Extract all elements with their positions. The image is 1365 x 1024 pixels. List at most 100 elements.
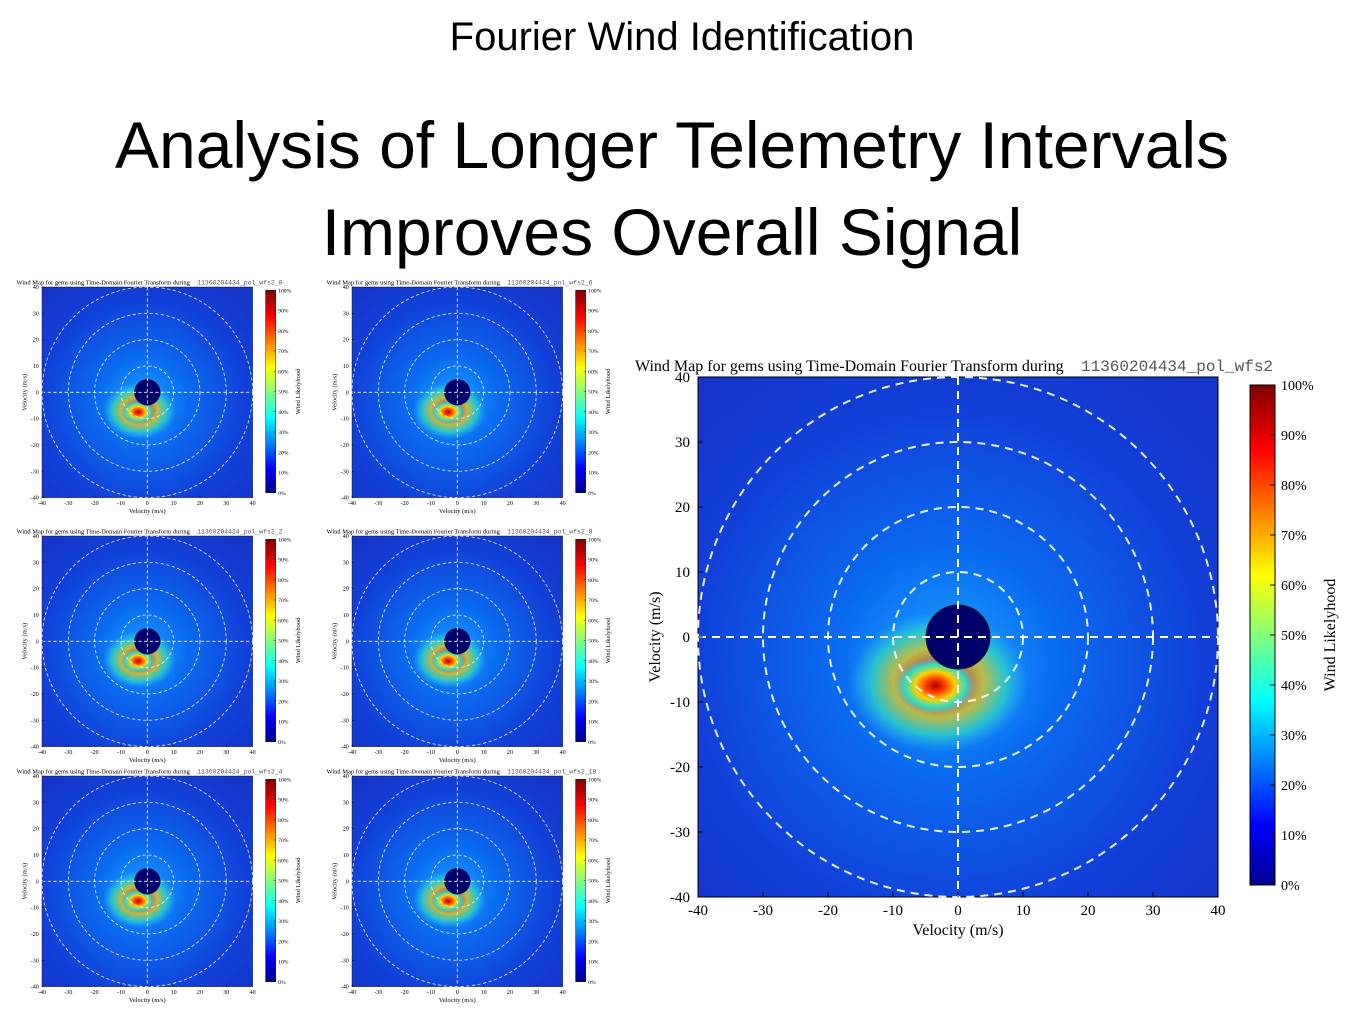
y-tick-label: -20	[341, 692, 349, 698]
y-axis-label: Velocity (m/s)	[332, 374, 339, 411]
wind-map: Wind Map for gems using Time-Domain Four…	[16, 769, 302, 1004]
colorbar-tick-label: 50%	[588, 879, 599, 885]
colorbar-tick-label: 20%	[1281, 779, 1307, 794]
y-tick-label: -30	[341, 469, 349, 475]
title: Analysis of Longer Telemetry Intervals	[115, 108, 1229, 182]
x-tick-label: -20	[91, 750, 99, 756]
x-tick-label: 40	[250, 990, 256, 996]
colorbar-tick-label: 80%	[1281, 479, 1307, 494]
y-tick-label: 20	[33, 338, 39, 344]
colorbar-tick-label: 60%	[278, 618, 289, 624]
colorbar-tick-label: 90%	[588, 309, 599, 315]
x-tick-label: 40	[560, 501, 566, 507]
colorbar-tick-label: 60%	[588, 618, 599, 624]
y-tick-label: 40	[33, 534, 39, 540]
colorbar-tick-label: 0%	[278, 491, 286, 497]
y-tick-label: 0	[683, 630, 691, 646]
y-tick-label: 30	[343, 311, 349, 317]
colorbar-label: Wind Likelyhood	[295, 368, 302, 414]
plot-title: Wind Map for gems using Time-Domain Four…	[16, 529, 190, 536]
hotspot	[121, 649, 155, 673]
colorbar-tick-label: 70%	[278, 349, 289, 355]
run-id: 11360204434_pol_wfs2_2	[197, 529, 283, 536]
x-tick-label: 0	[456, 990, 459, 996]
x-tick-label: -10	[117, 750, 125, 756]
colorbar-tick-label: 60%	[1281, 579, 1307, 594]
x-axis-label: Velocity (m/s)	[129, 508, 166, 515]
y-tick-label: 30	[33, 800, 39, 806]
y-tick-label: -40	[31, 496, 39, 502]
colorbar-tick-label: 100%	[278, 537, 291, 543]
x-tick-label: 30	[533, 990, 539, 996]
colorbar-tick-label: 60%	[278, 369, 289, 375]
wind-map: Wind Map for gems using Time-Domain Four…	[326, 529, 611, 764]
x-tick-label: 30	[223, 990, 229, 996]
colorbar-tick-label: 10%	[588, 720, 599, 726]
colorbar-tick-label: 30%	[278, 919, 289, 925]
colorbar-tick-label: 80%	[278, 329, 289, 335]
x-axis-label: Velocity (m/s)	[912, 922, 1003, 939]
x-tick-label: -40	[38, 501, 46, 507]
y-tick-label: 10	[33, 853, 39, 859]
run-id: 11360204434_pol_wfs2	[1081, 358, 1273, 376]
colorbar-tick-label: 90%	[278, 309, 289, 315]
colorbar-label: Wind Likelyhood	[295, 617, 302, 663]
run-id: 11360204434_pol_wfs2_4	[197, 769, 283, 776]
plot-title: Wind Map for gems using Time-Domain Four…	[16, 769, 190, 776]
x-tick-label: 0	[456, 750, 459, 756]
y-tick-label: -40	[341, 985, 349, 991]
y-tick-label: 0	[346, 390, 349, 396]
y-tick-label: 20	[675, 500, 690, 516]
x-tick-label: -20	[91, 501, 99, 507]
y-tick-label: -30	[31, 958, 39, 964]
y-tick-label: -30	[31, 718, 39, 724]
y-tick-label: -40	[341, 496, 349, 502]
colorbar-tick-label: 0%	[588, 491, 596, 497]
x-tick-label: 20	[507, 501, 513, 507]
y-tick-label: -10	[670, 695, 690, 711]
y-tick-label: 40	[675, 370, 690, 386]
y-tick-label: 0	[36, 639, 39, 645]
colorbar-label: Wind Likelyhood	[295, 857, 302, 903]
x-tick-label: -20	[401, 990, 409, 996]
x-tick-label: -20	[818, 903, 838, 919]
x-tick-label: -40	[38, 750, 46, 756]
x-axis-label: Velocity (m/s)	[129, 757, 166, 764]
y-tick-label: -10	[341, 417, 349, 423]
run-id: 11360204434_pol_wfs2_10	[507, 769, 596, 776]
colorbar-tick-label: 70%	[588, 349, 599, 355]
y-tick-label: 0	[346, 639, 349, 645]
colorbar-tick-label: 80%	[278, 578, 289, 584]
colorbar-tick-label: 100%	[278, 777, 291, 783]
y-tick-label: 10	[343, 364, 349, 370]
colorbar-tick-label: 70%	[278, 598, 289, 604]
x-tick-label: 30	[533, 501, 539, 507]
colorbar-tick-label: 50%	[588, 390, 599, 396]
x-tick-label: -20	[401, 501, 409, 507]
colorbar-tick-label: 70%	[588, 598, 599, 604]
colorbar-tick-label: 80%	[278, 818, 289, 824]
x-tick-label: -20	[91, 990, 99, 996]
x-axis-label: Velocity (m/s)	[439, 997, 476, 1004]
x-tick-label: 40	[250, 501, 256, 507]
colorbar-tick-label: 0%	[588, 980, 596, 986]
x-tick-label: 20	[197, 750, 203, 756]
x-tick-label: 40	[250, 750, 256, 756]
hotspot	[431, 889, 465, 913]
x-tick-label: -10	[427, 501, 435, 507]
plot-title: Wind Map for gems using Time-Domain Four…	[326, 769, 500, 776]
x-tick-label: 20	[197, 501, 203, 507]
colorbar-tick-label: 70%	[588, 838, 599, 844]
y-tick-label: -20	[341, 932, 349, 938]
x-tick-label: 20	[197, 990, 203, 996]
colorbar-tick-label: 90%	[588, 558, 599, 564]
colorbar-label: Wind Likelyhood	[605, 617, 612, 663]
y-tick-label: 10	[343, 613, 349, 619]
colorbar-tick-label: 30%	[588, 430, 599, 436]
run-id: 11360204434_pol_wfs2_0	[197, 280, 283, 287]
x-tick-label: -30	[64, 501, 72, 507]
colorbar-tick-label: 20%	[588, 699, 599, 705]
y-tick-label: -20	[31, 443, 39, 449]
y-axis-label: Velocity (m/s)	[22, 374, 29, 411]
